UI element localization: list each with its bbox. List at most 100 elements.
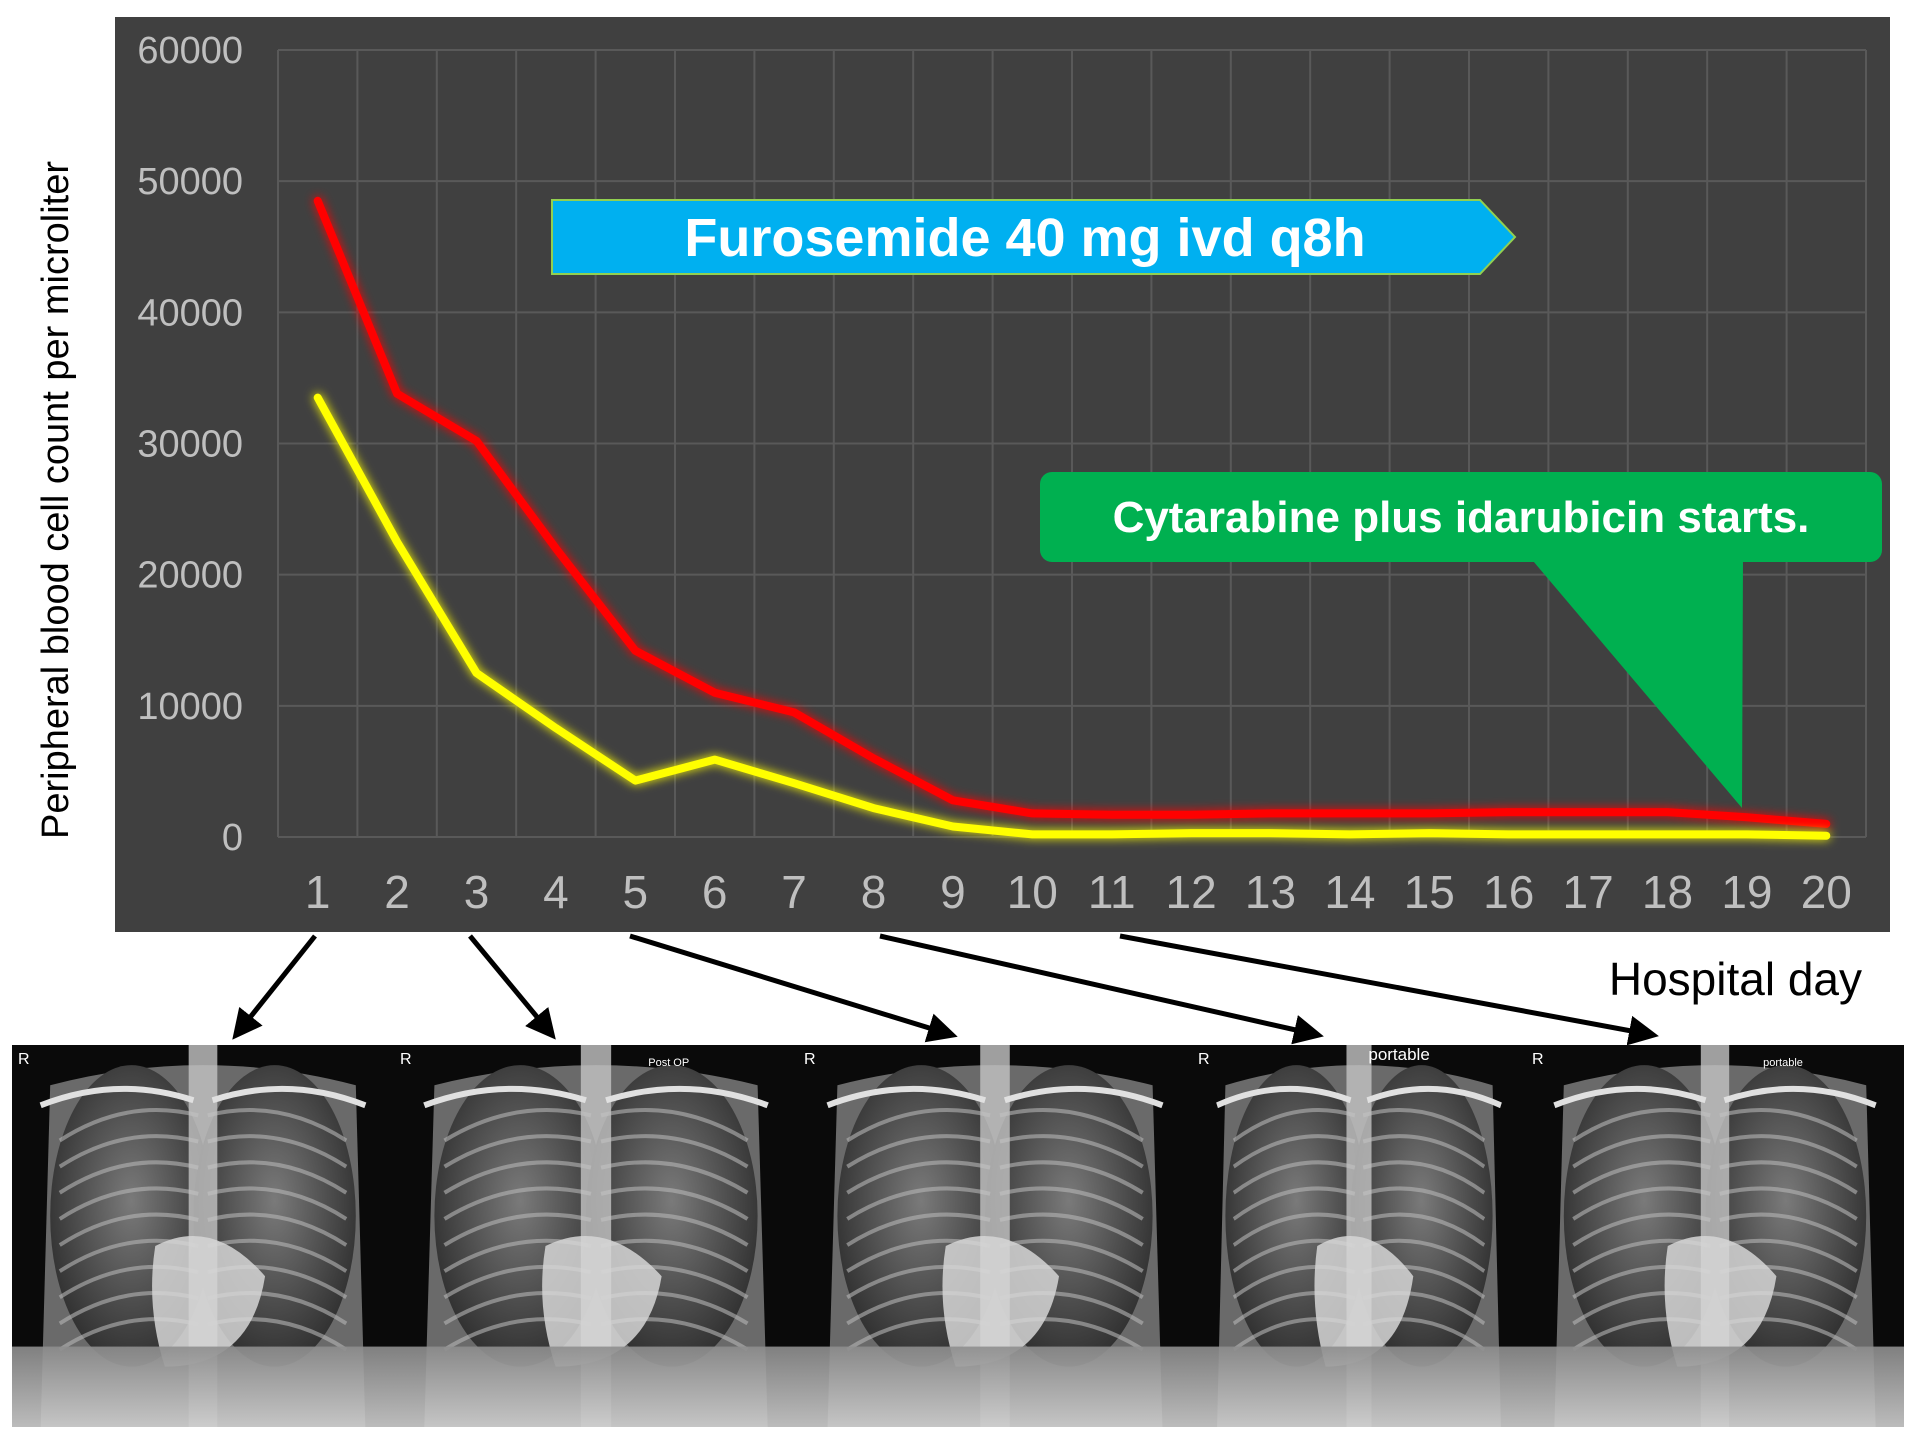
- chest-xray-image: [1526, 1045, 1904, 1427]
- series-1-point: [713, 691, 716, 694]
- xray-side-marker: R: [18, 1051, 30, 1068]
- series-2-point: [1587, 833, 1590, 836]
- x-axis-title: Hospital day: [1609, 953, 1862, 1005]
- series-1-point: [396, 392, 399, 395]
- x-tick-label: 10: [1007, 866, 1058, 918]
- arrow-day8: [879, 933, 1324, 1045]
- y-axis-title: Peripheral blood cell count per microlit…: [35, 161, 77, 839]
- xray-side-marker: R: [1532, 1051, 1544, 1068]
- series-line-1: [313, 196, 1831, 828]
- xray-side-marker: R: [1198, 1051, 1210, 1068]
- series-1-point: [1587, 811, 1590, 814]
- x-tick-label: 5: [623, 866, 649, 918]
- series-group: [313, 196, 1831, 840]
- series-1-point: [1666, 811, 1669, 814]
- series-line-2: [313, 393, 1831, 840]
- series-1-point: [1348, 812, 1351, 815]
- series-2-point: [1348, 833, 1351, 836]
- series-1-point: [554, 547, 557, 550]
- series-2-point: [1428, 832, 1431, 835]
- x-tick-label: 14: [1324, 866, 1375, 918]
- series-2-point: [793, 782, 796, 785]
- series-2-point: [872, 807, 875, 810]
- series-1-point: [951, 799, 954, 802]
- series-2-point: [554, 727, 557, 730]
- series-1-point: [316, 199, 319, 202]
- series-2-point: [1666, 833, 1669, 836]
- furosemide-arrow-shape: [551, 199, 1517, 275]
- y-tick-labels: 0 10000 20000 30000 40000 50000 60000: [137, 30, 243, 859]
- series-1-point: [1031, 812, 1034, 815]
- xray-side-marker: R: [400, 1051, 412, 1068]
- series-2-point: [713, 758, 716, 761]
- chest-xray-panel: R Post OP: [394, 1045, 798, 1427]
- chest-xray-image: [798, 1045, 1192, 1427]
- y-tick-label: 50000: [137, 161, 243, 203]
- series-1-point: [475, 439, 478, 442]
- series-2-point: [951, 825, 954, 828]
- grid: [277, 49, 1867, 838]
- x-tick-label: 12: [1166, 866, 1217, 918]
- furosemide-label: Furosemide 40 mg ivd q8h: [684, 208, 1365, 268]
- cytarabine-annotation: Cytarabine plus idarubicin starts.: [1040, 472, 1882, 808]
- series-1-point: [1190, 813, 1193, 816]
- x-tick-label: 2: [384, 866, 410, 918]
- arrow-day1: [232, 934, 317, 1040]
- xray-caption: Post OP: [648, 1057, 690, 1069]
- series-1-point: [1269, 812, 1272, 815]
- x-tick-label: 4: [543, 866, 569, 918]
- x-tick-label: 9: [940, 866, 966, 918]
- x-tick-label: 1: [305, 866, 331, 918]
- series-1-point: [1825, 822, 1828, 825]
- x-tick-label: 15: [1404, 866, 1455, 918]
- series-2-point: [1269, 832, 1272, 835]
- chest-xray-panel: R: [798, 1045, 1192, 1427]
- cytarabine-callout-box: [1040, 472, 1882, 562]
- cytarabine-callout-pointer: [1528, 555, 1743, 808]
- series-2-point: [1110, 833, 1113, 836]
- series-2-point: [1507, 833, 1510, 836]
- series-2-point: [396, 540, 399, 543]
- x-tick-label: 19: [1721, 866, 1772, 918]
- y-tick-label: 10000: [137, 686, 243, 728]
- x-tick-label: 17: [1563, 866, 1614, 918]
- x-tick-labels: 1 2 3 4 5 6 7 8 9 10 11 12 13 14 15 16 17 18 19 20: [305, 866, 1852, 918]
- y-tick-label: 60000: [137, 30, 243, 72]
- chest-xray-image: [1192, 1045, 1526, 1427]
- arrow-day11: [1119, 933, 1659, 1046]
- x-tick-label: 8: [861, 866, 887, 918]
- y-tick-label: 40000: [137, 292, 243, 334]
- chest-xray-panel: R: [12, 1045, 394, 1427]
- xray-side-marker: R: [804, 1051, 816, 1068]
- cytarabine-label: Cytarabine plus idarubicin starts.: [1113, 493, 1810, 542]
- x-tick-label: 7: [781, 866, 807, 918]
- series-2-point: [475, 672, 478, 675]
- series-2-point: [1825, 834, 1828, 837]
- series-2-point: [1031, 833, 1034, 836]
- y-tick-label: 0: [222, 817, 243, 859]
- arrow-day3: [468, 934, 556, 1040]
- chest-xray-image: [394, 1045, 798, 1427]
- x-tick-label: 3: [464, 866, 490, 918]
- series-2-point: [1745, 833, 1748, 836]
- series-2-point: [634, 779, 637, 782]
- x-tick-label: 13: [1245, 866, 1296, 918]
- xray-caption: portable: [1763, 1057, 1803, 1069]
- series-1-point: [1507, 811, 1510, 814]
- series-1-point: [1110, 813, 1113, 816]
- series-1-point: [872, 757, 875, 760]
- chest-xray-image: [12, 1045, 394, 1427]
- arrow-day5: [629, 933, 958, 1043]
- series-2-point: [316, 396, 319, 399]
- xray-arrows: [232, 933, 1659, 1046]
- series-1-point: [634, 649, 637, 652]
- xray-caption: portable: [1368, 1045, 1430, 1064]
- series-1-point: [1745, 816, 1748, 819]
- series-1-point: [1428, 812, 1431, 815]
- series-2-point: [1190, 832, 1193, 835]
- x-tick-label: 20: [1801, 866, 1852, 918]
- x-tick-label: 18: [1642, 866, 1693, 918]
